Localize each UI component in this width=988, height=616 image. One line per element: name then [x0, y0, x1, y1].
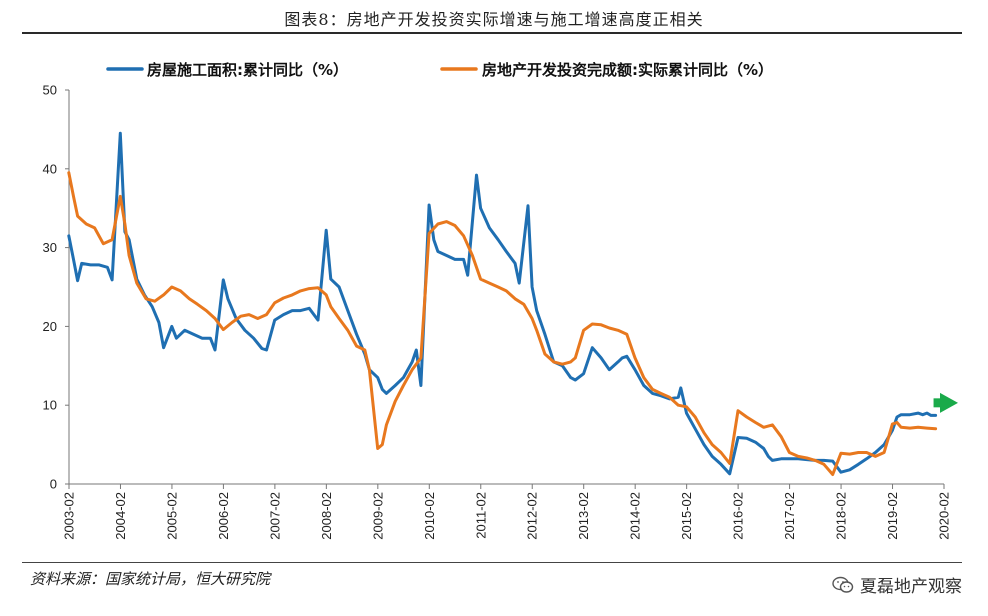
- x-tick-label: 2012-02: [525, 492, 540, 540]
- chart-svg: 0 10 20 30 40 50 2003-02 2004-02 2005-02 2006-02 2…: [43, 61, 958, 540]
- y-tick-label: 30: [43, 240, 57, 255]
- y-tick-label: 10: [43, 398, 57, 413]
- x-tick-label: 2008-02: [319, 492, 334, 540]
- series-line-1: [67, 171, 938, 476]
- series-line-0: [67, 131, 938, 476]
- x-tick-label: 2010-02: [422, 492, 437, 540]
- x-tick-label: 2006-02: [216, 492, 231, 540]
- y-tick-label: 40: [43, 161, 57, 176]
- x-tick-label: 2016-02: [731, 492, 746, 540]
- legend-label-0: 房屋施工面积:累计同比（%）: [147, 61, 348, 79]
- x-tick-label: 2014-02: [628, 492, 643, 540]
- trend-arrow-shaft: [933, 398, 942, 408]
- y-tick-label: 50: [43, 83, 57, 98]
- footer-rule: [22, 562, 962, 563]
- trend-arrow-head: [940, 392, 958, 413]
- x-tick-label: 2018-02: [834, 492, 849, 540]
- chart-title: 图表8：房地产开发投资实际增速与施工增速高度正相关: [284, 10, 704, 29]
- x-tick-label: 2005-02: [164, 492, 179, 540]
- brand-name: 夏磊地产观察: [860, 577, 962, 597]
- x-tick-label: 2009-02: [370, 492, 385, 540]
- x-tick-label: 2013-02: [576, 492, 591, 540]
- source-note: 资料来源：国家统计局，恒大研究院: [30, 570, 271, 588]
- brand-watermark: 夏磊地产观察: [832, 572, 962, 597]
- x-tick-label: 2011-02: [473, 492, 488, 539]
- x-tick-label: 2019-02: [885, 492, 900, 540]
- y-tick-label: 0: [50, 477, 57, 492]
- legend-label-1: 房地产开发投资完成额:实际累计同比（%）: [482, 61, 773, 79]
- x-tick-label: 2020-02: [937, 492, 952, 540]
- title-rule: [22, 32, 962, 34]
- y-tick-label: 20: [43, 319, 57, 334]
- x-tick-label: 2003-02: [62, 492, 77, 540]
- x-tick-label: 2015-02: [679, 492, 694, 540]
- x-tick-label: 2004-02: [113, 492, 128, 540]
- x-tick-label: 2007-02: [267, 492, 282, 540]
- wechat-icon: [832, 576, 854, 593]
- x-tick-label: 2017-02: [782, 492, 797, 540]
